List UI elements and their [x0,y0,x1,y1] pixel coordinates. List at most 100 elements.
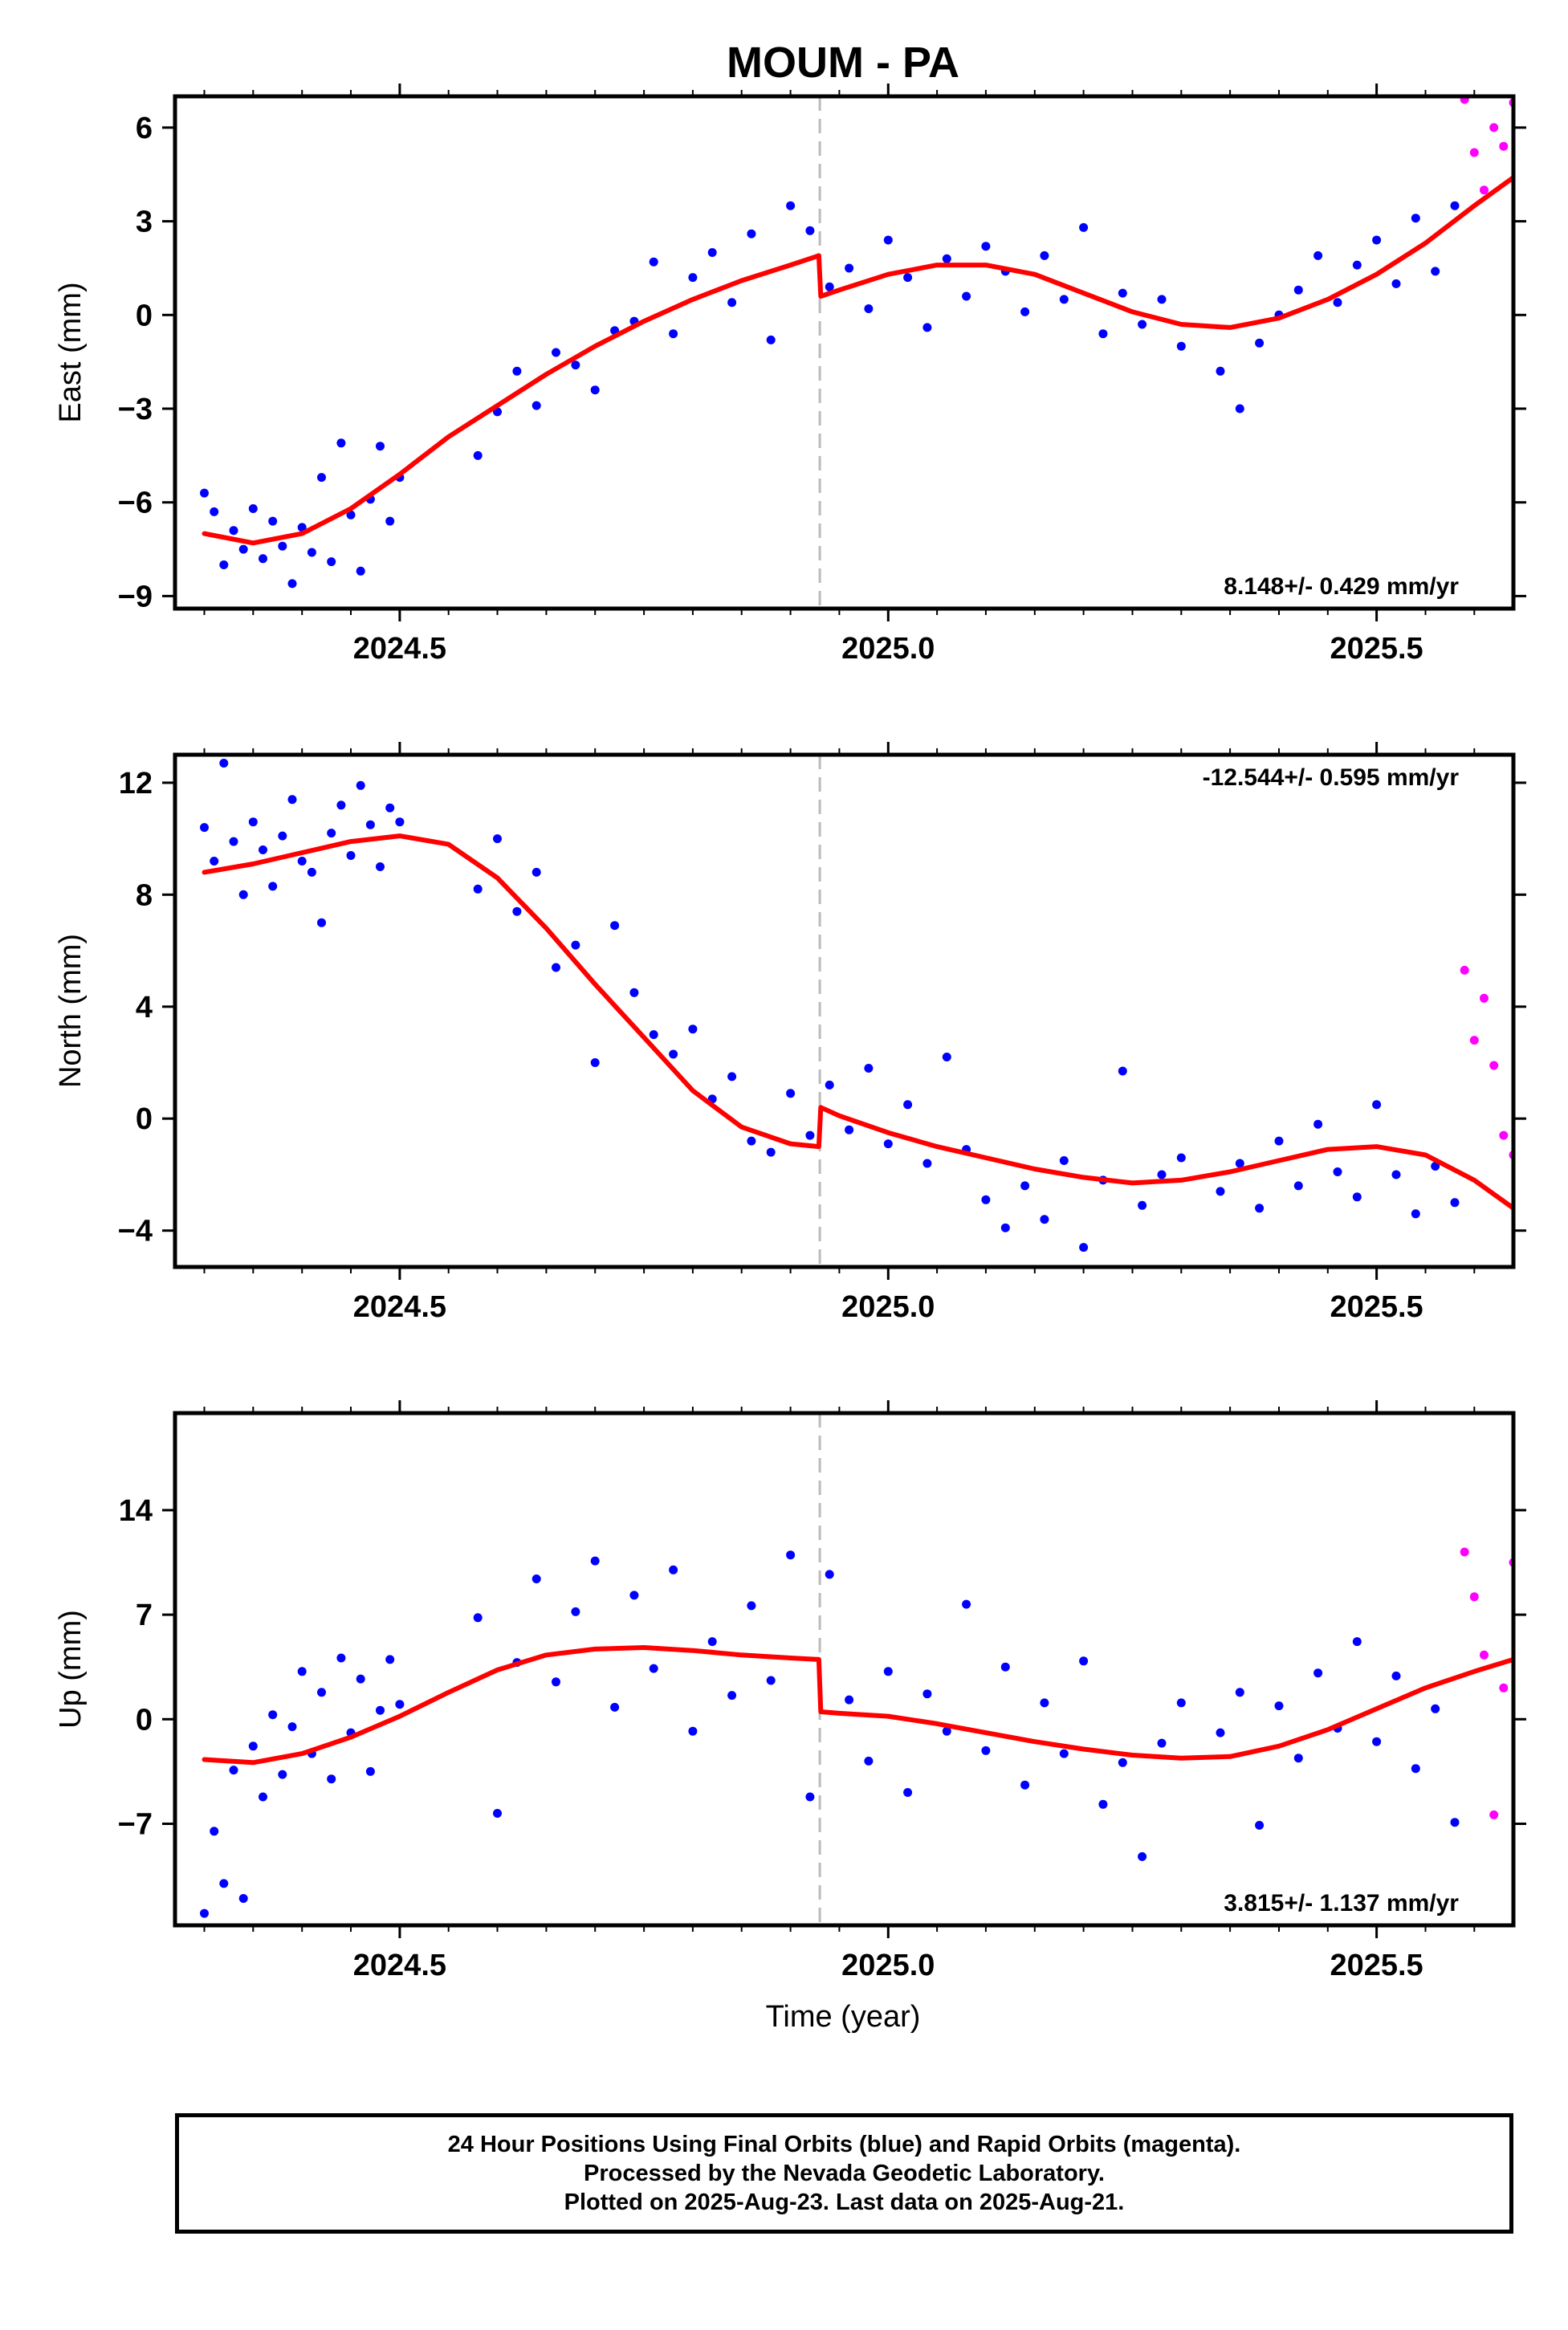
east-rate-label: 8.148+/- 0.429 mm/yr [1224,573,1459,600]
up-final-point [669,1565,678,1574]
north-rapid-point [1469,1036,1479,1045]
north-final-point [1372,1100,1382,1110]
north-final-point [297,857,307,866]
east-ytick-label: −3 [118,393,153,426]
east-final-point [1333,298,1342,308]
north-rapid-point [1480,993,1489,1003]
north-rapid-point [1499,1130,1509,1140]
north-final-point [1235,1159,1244,1168]
east-final-point [531,401,541,410]
north-final-point [1157,1170,1167,1179]
north-final-point [278,831,287,841]
north-final-point [590,1058,600,1067]
east-final-point [903,273,913,283]
up-final-point [1431,1704,1440,1713]
east-final-point [1293,285,1303,295]
up-final-point [864,1756,874,1766]
north-final-point [1000,1223,1010,1232]
north-final-point [346,851,356,860]
up-final-point [1255,1820,1265,1830]
north-xtick-label: 2025.5 [1330,1290,1423,1324]
east-final-point [707,248,717,257]
up-final-point [1079,1656,1089,1666]
north-final-point [1138,1200,1147,1210]
up-final-point [825,1570,834,1579]
north-xtick-label: 2025.0 [841,1290,935,1324]
up-final-point [395,1700,405,1709]
east-y-axis-title: East (mm) [54,282,88,422]
east-final-point [210,507,219,516]
north-final-point [747,1136,756,1146]
east-final-point [278,541,287,551]
north-final-point [327,829,336,838]
north-final-point [610,921,620,931]
east-final-point [385,516,395,526]
north-final-point [1118,1066,1127,1076]
up-xtick-label: 2025.0 [841,1949,935,1982]
north-frame [173,752,1516,1269]
east-rapid-point [1499,141,1509,151]
up-final-point [981,1745,991,1755]
east-final-point [786,201,796,210]
up-final-point [385,1655,395,1664]
north-final-point [1313,1119,1323,1129]
north-final-point [1216,1187,1225,1196]
east-final-point [1411,214,1420,223]
north-final-point [259,845,267,854]
up-final-point [365,1766,375,1776]
north-final-point [883,1139,893,1149]
up-rapid-point [1489,1810,1499,1819]
north-final-point [200,823,209,833]
up-final-point [336,1653,346,1663]
east-final-point [571,360,580,370]
up-final-point [571,1607,580,1616]
east-model-curve [202,175,1513,546]
north-final-point [1391,1170,1401,1179]
up-final-point [1411,1764,1420,1774]
up-final-point [1372,1737,1382,1746]
up-final-point [1020,1780,1030,1790]
east-xtick-label: 2025.5 [1330,632,1423,666]
north-final-point [356,780,365,790]
up-ytick-label: 7 [136,1599,153,1632]
up-final-point [248,1741,258,1751]
up-final-point [942,1726,951,1736]
north-final-point [287,795,297,805]
north-final-point [786,1089,796,1098]
up-final-point [531,1574,541,1583]
north-final-point [981,1195,991,1204]
up-final-point [845,1695,854,1705]
north-final-point [365,820,375,829]
up-final-point [1235,1688,1244,1697]
north-final-point [531,867,541,877]
x-axis-title: Time (year) [766,2000,921,2034]
up-final-point [376,1705,385,1715]
east-final-point [1391,279,1401,288]
east-final-point [336,438,346,448]
up-panel: 2024.5 2025.0 2025.5 −7 0 7 14 Up (mm) 3.815+/- … [54,1400,1526,1982]
up-final-point [493,1809,502,1818]
east-rapid-point [1480,185,1489,195]
east-panel: 2024.5 2025.0 2025.5 −9 −6 −3 0 3 6 East (mm) 8.14… [54,84,1526,666]
up-y-axis-title: Up (mm) [54,1610,88,1729]
east-frame [173,94,1516,611]
north-data [200,759,1513,1253]
north-final-point [1411,1209,1420,1219]
east-final-point [297,523,307,532]
east-ytick-label: 6 [136,112,153,145]
east-final-point [1255,338,1265,348]
north-final-point [845,1125,854,1134]
up-data [200,1547,1513,1918]
up-ytick-label: 0 [136,1703,153,1737]
north-final-point [385,803,395,813]
up-model-curve [202,1645,1513,1766]
up-final-point [259,1792,267,1802]
north-final-point [1255,1204,1265,1213]
east-final-point [200,488,209,498]
up-final-point [1352,1637,1362,1647]
east-final-point [727,298,737,308]
up-final-point [922,1689,932,1699]
north-final-point [307,867,316,877]
north-final-point [1333,1167,1342,1176]
north-final-point [395,817,405,827]
